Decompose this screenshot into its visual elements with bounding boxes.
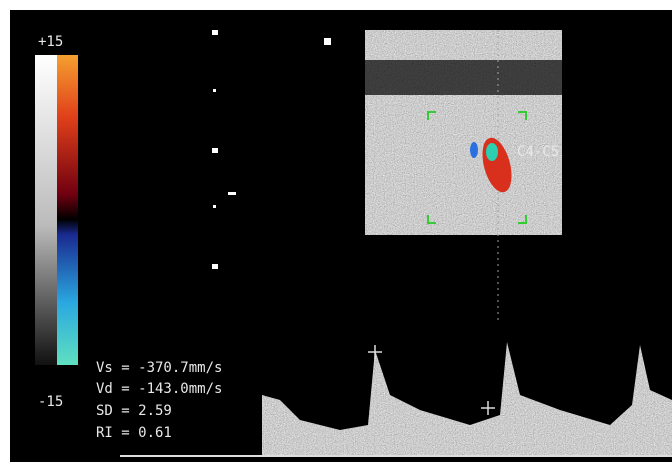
gray-scale-bar <box>35 55 57 365</box>
color-scale-bar <box>57 55 78 365</box>
color-flow-reverse <box>470 142 478 158</box>
measurement: Vs = -370.7mm/s <box>96 360 222 376</box>
measurement: SD = 2.59 <box>96 403 172 419</box>
level-label: C4-C5 <box>517 144 559 160</box>
measurement: Vd = -143.0mm/s <box>96 381 222 397</box>
scale-bottom-label: -15 <box>38 394 63 410</box>
color-flow-core <box>486 143 498 161</box>
b-mode-dark-band <box>365 60 562 95</box>
ultrasound-screen: +15 -15 C4-C5 Vs = -370.7mm/s Vd = -143.… <box>0 0 672 472</box>
scale-top-label: +15 <box>38 34 63 50</box>
measurement: RI = 0.61 <box>96 425 172 441</box>
